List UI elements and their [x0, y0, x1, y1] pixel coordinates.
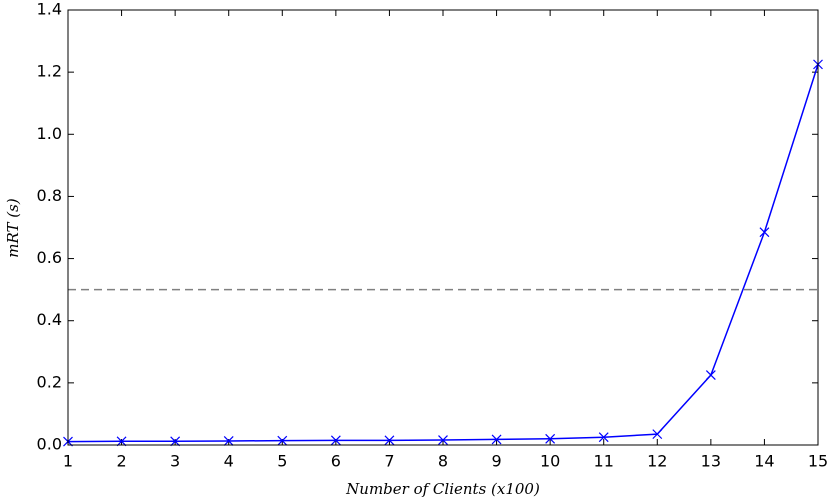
x-tick-label: 2 — [116, 452, 126, 471]
y-tick-label: 0.4 — [37, 310, 62, 329]
x-tick-label: 4 — [224, 452, 234, 471]
point-marker — [116, 436, 127, 447]
x-tick-label: 10 — [540, 452, 560, 471]
point-marker — [384, 435, 395, 446]
x-tick-label: 9 — [491, 452, 501, 471]
x-tick-label: 3 — [170, 452, 180, 471]
x-tick-label: 12 — [647, 452, 667, 471]
point-marker — [170, 436, 181, 447]
y-tick-label: 0.6 — [37, 248, 62, 267]
plot-frame — [67, 9, 819, 446]
x-tick-label: 8 — [438, 452, 448, 471]
x-tick-label: 13 — [701, 452, 721, 471]
y-tick-label: 1.4 — [37, 0, 62, 19]
point-marker — [223, 436, 234, 446]
point-marker — [598, 432, 609, 443]
point-marker — [438, 435, 448, 445]
y-axis-title: mRT (s) — [4, 198, 22, 258]
x-tick-label: 6 — [331, 452, 341, 471]
x-tick-label: 11 — [594, 452, 614, 471]
point-marker — [759, 227, 770, 238]
x-tick-label: 1 — [63, 452, 73, 471]
series-line — [67, 64, 819, 443]
x-tick-label: 7 — [384, 452, 394, 471]
y-tick-label: 1.2 — [37, 62, 62, 81]
x-tick-label: 14 — [754, 452, 774, 471]
point-marker — [705, 370, 716, 381]
y-tick-label: 0.8 — [37, 186, 62, 205]
point-marker — [330, 435, 341, 446]
x-tick-label: 15 — [808, 452, 828, 471]
point-marker — [652, 429, 663, 440]
y-tick-label: 1.0 — [37, 124, 62, 143]
point-marker — [491, 434, 502, 445]
y-tick-label: 0.2 — [37, 372, 62, 391]
point-marker — [277, 435, 288, 446]
x-tick-label: 5 — [277, 452, 287, 471]
y-tick-label: 0.0 — [37, 435, 62, 454]
point-marker — [545, 433, 556, 444]
x-axis-title: Number of Clients (x100) — [345, 480, 540, 498]
